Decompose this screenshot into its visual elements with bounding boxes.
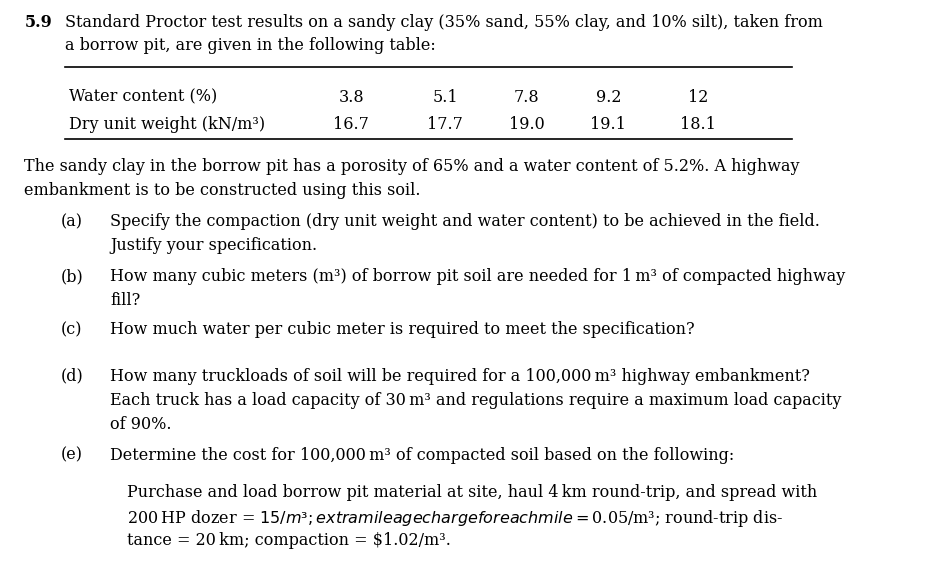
Text: Water content (%): Water content (%) (70, 89, 217, 106)
Text: (c): (c) (61, 321, 83, 338)
Text: 9.2: 9.2 (595, 89, 621, 106)
Text: Purchase and load borrow pit material at site, haul 4 km round-trip, and spread : Purchase and load borrow pit material at… (126, 484, 816, 501)
Text: of 90%.: of 90%. (110, 416, 172, 433)
Text: 12: 12 (688, 89, 707, 106)
Text: 19.1: 19.1 (589, 116, 625, 133)
Text: tance = 20 km; compaction = $1.02/m³.: tance = 20 km; compaction = $1.02/m³. (126, 532, 450, 549)
Text: 19.0: 19.0 (509, 116, 544, 133)
Text: How many cubic meters (m³) of borrow pit soil are needed for 1 m³ of compacted h: How many cubic meters (m³) of borrow pit… (110, 268, 844, 285)
Text: 3.8: 3.8 (338, 89, 364, 106)
Text: (a): (a) (61, 213, 84, 230)
Text: fill?: fill? (110, 293, 140, 309)
Text: 5.9: 5.9 (24, 14, 52, 31)
Text: Standard Proctor test results on a sandy clay (35% sand, 55% clay, and 10% silt): Standard Proctor test results on a sandy… (65, 14, 822, 31)
Text: a borrow pit, are given in the following table:: a borrow pit, are given in the following… (65, 37, 435, 55)
Text: Specify the compaction (dry unit weight and water content) to be achieved in the: Specify the compaction (dry unit weight … (110, 213, 819, 230)
Text: Justify your specification.: Justify your specification. (110, 237, 317, 254)
Text: (b): (b) (61, 268, 84, 285)
Text: Determine the cost for 100,000 m³ of compacted soil based on the following:: Determine the cost for 100,000 m³ of com… (110, 447, 734, 463)
Text: 5.1: 5.1 (432, 89, 458, 106)
Text: 16.7: 16.7 (333, 116, 368, 133)
Text: 17.7: 17.7 (427, 116, 462, 133)
Text: 7.8: 7.8 (513, 89, 539, 106)
Text: The sandy clay in the borrow pit has a porosity of 65% and a water content of 5.: The sandy clay in the borrow pit has a p… (24, 158, 799, 175)
Text: (d): (d) (61, 367, 84, 385)
Text: Each truck has a load capacity of 30 m³ and regulations require a maximum load c: Each truck has a load capacity of 30 m³ … (110, 392, 841, 408)
Text: 200 HP dozer = $15/m³; extra mileage charge for each mile = $0.05/m³; round-trip: 200 HP dozer = $15/m³; extra mileage cha… (126, 508, 782, 529)
Text: How many truckloads of soil will be required for a 100,000 m³ highway embankment: How many truckloads of soil will be requ… (110, 367, 809, 385)
Text: 18.1: 18.1 (679, 116, 715, 133)
Text: How much water per cubic meter is required to meet the specification?: How much water per cubic meter is requir… (110, 321, 694, 338)
Text: (e): (e) (61, 447, 84, 463)
Text: embankment is to be constructed using this soil.: embankment is to be constructed using th… (24, 182, 420, 199)
Text: Dry unit weight (kN/m³): Dry unit weight (kN/m³) (70, 116, 265, 133)
